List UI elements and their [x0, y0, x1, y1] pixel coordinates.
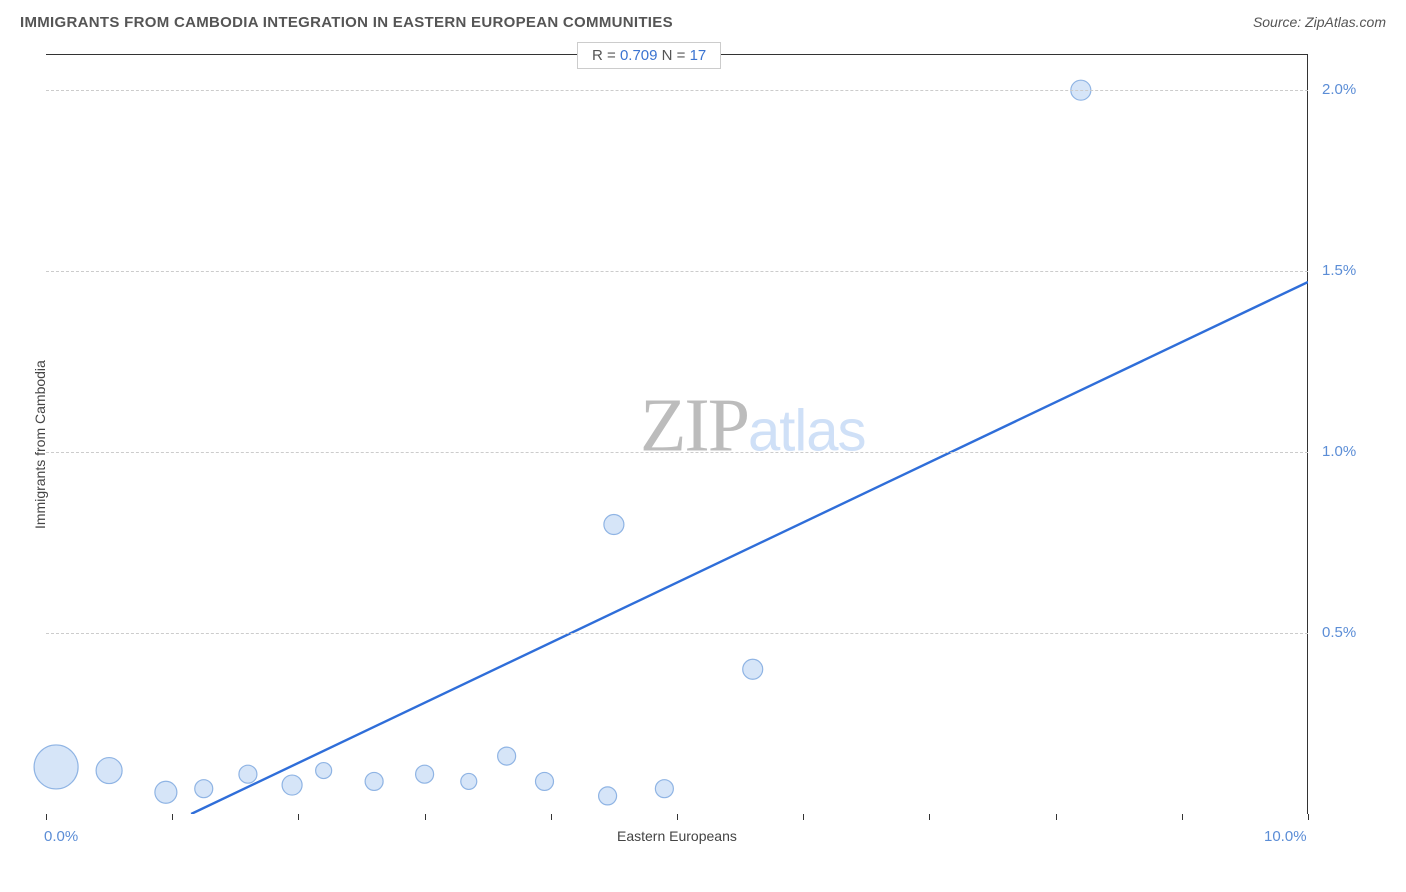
data-point [498, 747, 516, 765]
data-point [599, 787, 617, 805]
data-point [34, 745, 78, 789]
x-tick [1056, 814, 1057, 820]
data-point [365, 772, 383, 790]
data-point [316, 763, 332, 779]
x-tick [551, 814, 552, 820]
data-point [655, 780, 673, 798]
data-point [195, 780, 213, 798]
x-tick [298, 814, 299, 820]
data-point [461, 773, 477, 789]
y-tick-label: 2.0% [1322, 81, 1356, 98]
x-axis-label: Eastern Europeans [617, 828, 737, 844]
x-tick [172, 814, 173, 820]
x-tick [803, 814, 804, 820]
x-max-label: 10.0% [1264, 828, 1307, 845]
x-min-label: 0.0% [44, 828, 78, 845]
grid-line [46, 633, 1308, 634]
grid-line [46, 271, 1308, 272]
data-point [155, 781, 177, 803]
y-tick-label: 0.5% [1322, 624, 1356, 641]
y-tick-label: 1.0% [1322, 443, 1356, 460]
data-point [96, 758, 122, 784]
data-point [604, 514, 624, 534]
x-tick [46, 814, 47, 820]
x-tick [1308, 814, 1309, 820]
data-point [239, 765, 257, 783]
y-axis-label: Immigrants from Cambodia [32, 360, 48, 529]
x-tick [1182, 814, 1183, 820]
grid-line [46, 452, 1308, 453]
data-point [282, 775, 302, 795]
x-tick [425, 814, 426, 820]
grid-line [46, 90, 1308, 91]
chart-svg [0, 0, 1406, 892]
y-tick-label: 1.5% [1322, 262, 1356, 279]
data-point [416, 765, 434, 783]
data-point [535, 772, 553, 790]
x-tick [677, 814, 678, 820]
data-point [743, 659, 763, 679]
x-tick [929, 814, 930, 820]
regression-line [191, 282, 1308, 814]
